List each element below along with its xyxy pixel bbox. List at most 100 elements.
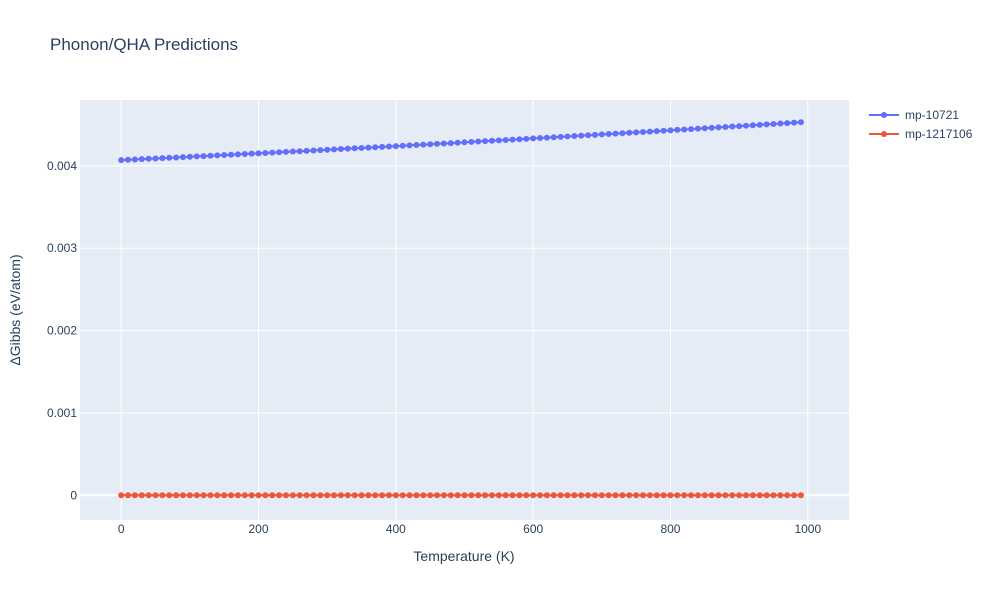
data-point[interactable] — [749, 492, 756, 499]
data-point[interactable] — [385, 143, 392, 150]
data-point[interactable] — [324, 146, 331, 153]
data-point[interactable] — [530, 492, 537, 499]
data-point[interactable] — [557, 133, 564, 140]
data-point[interactable] — [385, 492, 392, 499]
data-point[interactable] — [681, 126, 688, 133]
data-point[interactable] — [276, 149, 283, 156]
data-point[interactable] — [228, 492, 235, 499]
data-point[interactable] — [749, 122, 756, 129]
data-point[interactable] — [578, 492, 585, 499]
data-point[interactable] — [214, 152, 221, 159]
data-point[interactable] — [585, 492, 592, 499]
data-point[interactable] — [701, 125, 708, 132]
data-point[interactable] — [743, 492, 750, 499]
data-point[interactable] — [495, 492, 502, 499]
data-point[interactable] — [770, 120, 777, 127]
data-point[interactable] — [605, 492, 612, 499]
data-point[interactable] — [537, 135, 544, 142]
data-point[interactable] — [495, 137, 502, 144]
data-point[interactable] — [640, 492, 647, 499]
data-point[interactable] — [138, 156, 145, 163]
data-point[interactable] — [440, 492, 447, 499]
data-point[interactable] — [598, 492, 605, 499]
data-point[interactable] — [331, 492, 338, 499]
data-point[interactable] — [454, 139, 461, 146]
data-point[interactable] — [344, 492, 351, 499]
data-point[interactable] — [688, 126, 695, 133]
data-point[interactable] — [475, 492, 482, 499]
legend[interactable]: mp-10721 mp-1217106 — [869, 108, 973, 141]
data-point[interactable] — [681, 492, 688, 499]
data-point[interactable] — [763, 492, 770, 499]
data-point[interactable] — [509, 492, 516, 499]
data-point[interactable] — [667, 492, 674, 499]
data-point[interactable] — [543, 492, 550, 499]
data-point[interactable] — [564, 133, 571, 140]
data-point[interactable] — [173, 492, 180, 499]
data-point[interactable] — [653, 128, 660, 135]
data-point[interactable] — [420, 141, 427, 148]
data-point[interactable] — [234, 492, 241, 499]
data-point[interactable] — [482, 138, 489, 145]
data-point[interactable] — [186, 153, 193, 160]
data-point[interactable] — [461, 492, 468, 499]
data-point[interactable] — [379, 143, 386, 150]
data-point[interactable] — [118, 157, 125, 164]
data-point[interactable] — [633, 492, 640, 499]
data-point[interactable] — [502, 136, 509, 143]
data-point[interactable] — [797, 492, 804, 499]
data-point[interactable] — [633, 129, 640, 136]
data-point[interactable] — [516, 492, 523, 499]
data-point[interactable] — [729, 123, 736, 130]
data-point[interactable] — [193, 492, 200, 499]
data-point[interactable] — [131, 156, 138, 163]
data-point[interactable] — [523, 492, 530, 499]
data-point[interactable] — [379, 492, 386, 499]
data-point[interactable] — [399, 492, 406, 499]
data-point[interactable] — [784, 120, 791, 127]
data-point[interactable] — [317, 147, 324, 154]
data-point[interactable] — [392, 492, 399, 499]
data-point[interactable] — [564, 492, 571, 499]
data-point[interactable] — [550, 492, 557, 499]
data-point[interactable] — [152, 155, 159, 162]
data-point[interactable] — [640, 128, 647, 135]
data-point[interactable] — [543, 134, 550, 141]
data-point[interactable] — [427, 492, 434, 499]
data-point[interactable] — [296, 148, 303, 155]
data-point[interactable] — [694, 125, 701, 132]
data-point[interactable] — [784, 492, 791, 499]
data-point[interactable] — [612, 492, 619, 499]
data-point[interactable] — [694, 492, 701, 499]
data-point[interactable] — [763, 121, 770, 128]
data-point[interactable] — [736, 123, 743, 130]
data-point[interactable] — [434, 492, 441, 499]
data-point[interactable] — [516, 136, 523, 143]
data-point[interactable] — [461, 139, 468, 146]
data-point[interactable] — [447, 140, 454, 147]
data-point[interactable] — [351, 145, 358, 152]
data-point[interactable] — [269, 149, 276, 156]
data-point[interactable] — [530, 135, 537, 142]
data-point[interactable] — [193, 153, 200, 160]
data-point[interactable] — [145, 155, 152, 162]
data-point[interactable] — [770, 492, 777, 499]
data-point[interactable] — [626, 492, 633, 499]
data-point[interactable] — [777, 492, 784, 499]
data-point[interactable] — [234, 151, 241, 158]
data-point[interactable] — [406, 142, 413, 149]
data-point[interactable] — [743, 122, 750, 129]
data-point[interactable] — [228, 151, 235, 158]
data-point[interactable] — [756, 121, 763, 128]
data-point[interactable] — [166, 154, 173, 161]
data-point[interactable] — [434, 140, 441, 147]
data-point[interactable] — [248, 150, 255, 157]
data-point[interactable] — [241, 492, 248, 499]
data-point[interactable] — [125, 156, 132, 163]
data-point[interactable] — [337, 492, 344, 499]
data-point[interactable] — [262, 149, 269, 156]
data-point[interactable] — [255, 492, 262, 499]
data-point[interactable] — [207, 492, 214, 499]
data-point[interactable] — [221, 492, 228, 499]
data-point[interactable] — [282, 148, 289, 155]
